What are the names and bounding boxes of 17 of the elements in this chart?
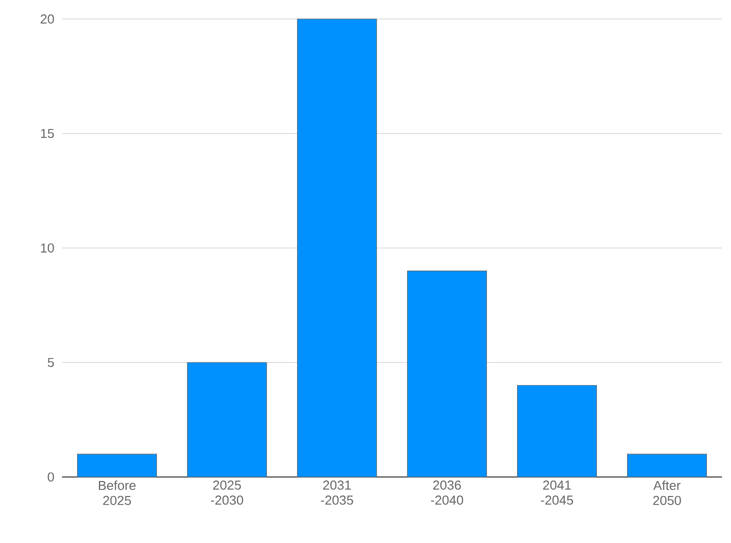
y-tick-label: 10: [41, 243, 54, 253]
bar: [77, 454, 157, 478]
y-tick-label: 20: [40, 14, 54, 24]
y-tick-label: 15: [41, 128, 54, 138]
x-tick-label: 2025 -2030: [210, 480, 244, 505]
x-tick-label: 2041 -2045: [540, 480, 574, 505]
y-tick-label: 0: [48, 472, 54, 482]
bar: [297, 18, 377, 478]
bar: [407, 270, 487, 478]
bar: [517, 385, 597, 478]
x-tick-label: After 2050: [653, 480, 681, 506]
y-tick-label: 5: [48, 358, 54, 368]
x-tick-label: 2036 -2040: [430, 480, 464, 505]
bar: [187, 362, 267, 478]
bar: [627, 454, 707, 478]
x-tick-label: Before 2025: [98, 480, 136, 506]
x-tick-label: 2031 -2035: [320, 480, 354, 505]
